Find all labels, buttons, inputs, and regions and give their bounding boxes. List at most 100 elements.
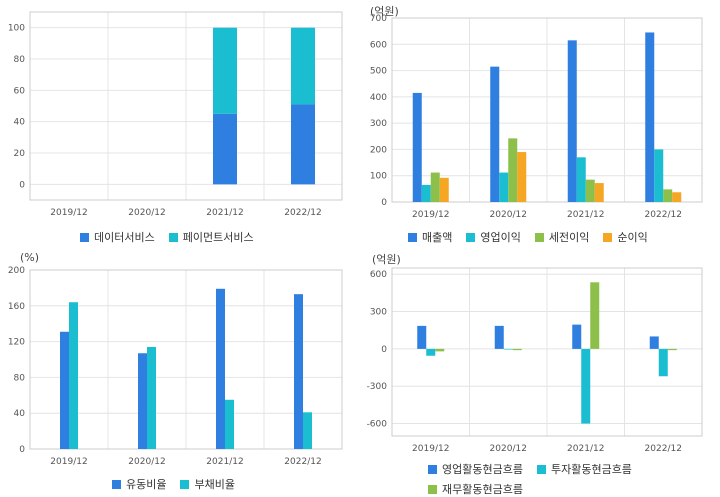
cashflow-chart-panel: (억원) -600 -300 0 300 600 2019/12 2020/12 2021/1… xyxy=(360,248,720,496)
legend-swatch xyxy=(536,464,546,474)
bar xyxy=(439,177,449,202)
legend-item: 데이터서비스 xyxy=(80,229,155,245)
segment-chart: 0 20 40 60 80 100 2019/12 2020/12 2021/12 2022/12 xyxy=(8,11,343,218)
legend-label: 순이익 xyxy=(617,231,648,244)
segment-chart-panel: 0 20 40 60 80 100 2019/12 2020/12 2021/12 2022/12… xyxy=(0,0,360,248)
y-tick-label: 300 xyxy=(370,119,387,129)
bar xyxy=(294,294,303,449)
plot-frame xyxy=(391,267,703,437)
legend-label: 데이터서비스 xyxy=(94,231,155,244)
bar xyxy=(303,412,312,449)
legend-label: 영업활동현금흐름 xyxy=(442,463,523,476)
bar xyxy=(417,325,427,349)
bar xyxy=(291,27,315,105)
bar xyxy=(421,184,431,202)
x-tick-label: 2020/12 xyxy=(128,208,165,218)
segment-legend: 데이터서비스 페이먼트서비스 xyxy=(80,229,340,245)
legend-label: 부채비율 xyxy=(194,478,235,491)
y-tick-label: 40 xyxy=(14,409,26,419)
y-tick-label: 120 xyxy=(8,338,25,348)
legend-item: 순이익 xyxy=(603,229,648,245)
legend-label: 투자활동현금흐름 xyxy=(550,463,632,476)
legend-swatch xyxy=(428,464,437,474)
legend-item: 부채비율 xyxy=(180,476,235,492)
income-legend: 매출액 영업이익 세전이익 순이익 xyxy=(408,229,708,245)
legend-item: 유동비율 xyxy=(112,476,166,492)
legend-label: 유동비율 xyxy=(126,478,167,491)
y-tick-label: 200 xyxy=(8,266,25,276)
legend-item: 세전이익 xyxy=(534,229,590,245)
bar xyxy=(147,346,156,449)
bar xyxy=(654,149,664,202)
plot-frame xyxy=(391,17,703,203)
bar xyxy=(663,189,673,202)
y-tick-label: 100 xyxy=(8,24,25,34)
legend-item: 투자활동현금흐름 xyxy=(536,461,632,477)
y-tick-label: 0 xyxy=(381,345,387,355)
y-tick-label: 0 xyxy=(381,198,387,208)
legend-item: 재무활동현금흐름 xyxy=(428,481,523,497)
bar xyxy=(499,172,509,202)
bar xyxy=(658,348,668,377)
x-tick-label: 2020/12 xyxy=(490,210,527,220)
x-tick-label: 2019/12 xyxy=(412,210,449,220)
y-tick-label: 500 xyxy=(370,67,387,77)
plot-frame xyxy=(29,269,343,450)
x-tick-label: 2019/12 xyxy=(412,444,449,454)
cashflow-unit-label: (억원) xyxy=(372,253,401,266)
bar xyxy=(225,399,234,449)
x-tick-label: 2020/12 xyxy=(128,457,165,467)
bar xyxy=(672,192,682,202)
bar xyxy=(213,113,237,185)
y-tick-label: 20 xyxy=(14,149,26,159)
x-tick-label: 2019/12 xyxy=(50,208,87,218)
income-chart: 0 100 200 300 400 500 600 700 2019/12 2020/12 2021… xyxy=(370,14,703,220)
bar xyxy=(60,331,69,449)
legend-label: 세전이익 xyxy=(548,231,590,244)
bar xyxy=(567,40,577,202)
legend-item: 매출액 xyxy=(408,229,452,245)
bar xyxy=(645,32,655,203)
bar xyxy=(594,183,604,202)
x-tick-label: 2021/12 xyxy=(206,208,243,218)
bar xyxy=(581,348,591,424)
legend-label: 페이먼트서비스 xyxy=(182,231,254,244)
y-tick-label: 160 xyxy=(8,302,25,312)
x-tick-label: 2022/12 xyxy=(284,208,321,218)
y-tick-label: 700 xyxy=(370,14,387,24)
y-tick-label: 40 xyxy=(14,118,26,128)
x-tick-label: 2019/12 xyxy=(50,457,87,467)
bar xyxy=(512,348,522,351)
ratio-chart: 0 40 80 120 160 200 2019/12 2020/12 2021/12 2022/… xyxy=(8,266,343,467)
bar xyxy=(213,27,237,114)
y-tick-label: 0 xyxy=(19,445,25,455)
y-tick-label: -600 xyxy=(367,420,388,430)
bar xyxy=(69,302,78,449)
legend-label: 매출액 xyxy=(422,231,453,244)
bar xyxy=(430,172,440,202)
x-tick-label: 2022/12 xyxy=(645,210,682,220)
x-tick-label: 2022/12 xyxy=(645,444,682,454)
bar xyxy=(490,66,500,202)
bar xyxy=(508,138,518,202)
x-tick-label: 2022/12 xyxy=(284,457,321,467)
bar xyxy=(667,348,677,351)
y-tick-label: 100 xyxy=(370,172,387,182)
y-tick-label: 0 xyxy=(19,180,25,190)
x-tick-label: 2021/12 xyxy=(206,457,243,467)
bar xyxy=(585,179,595,202)
plot-frame xyxy=(29,11,343,201)
legend-label: 영업이익 xyxy=(480,231,521,244)
legend-swatch xyxy=(603,232,613,242)
income-chart-panel: (억원) 0 100 200 300 400 500 600 700 2019/12 2020/1… xyxy=(360,0,720,248)
x-tick-label: 2020/12 xyxy=(490,444,527,454)
legend-swatch xyxy=(534,232,544,242)
legend-swatch xyxy=(466,232,476,242)
bar xyxy=(576,157,586,202)
y-tick-label: 80 xyxy=(14,373,26,383)
bar xyxy=(572,324,582,349)
legend-item: 영업이익 xyxy=(466,229,521,245)
y-tick-label: 80 xyxy=(14,55,26,65)
bar xyxy=(291,104,315,185)
